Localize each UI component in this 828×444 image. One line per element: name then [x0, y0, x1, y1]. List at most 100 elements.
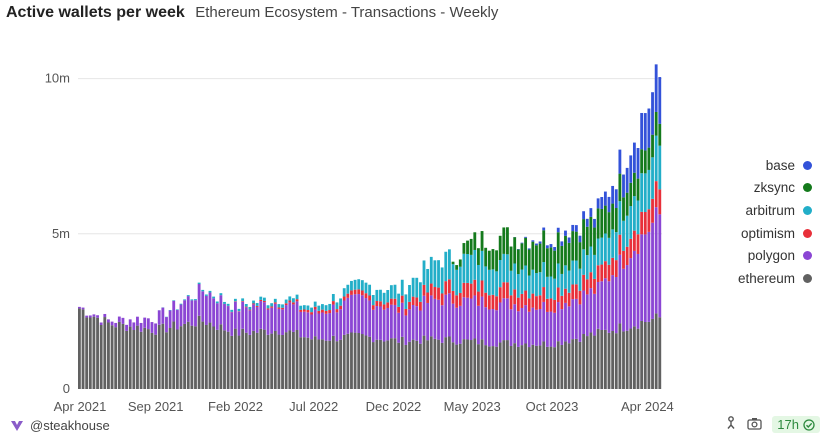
bar-segment-polygon[interactable] — [560, 309, 564, 345]
bar-segment-optimism[interactable] — [622, 250, 625, 269]
bar-segment-optimism[interactable] — [593, 278, 596, 294]
bar-segment-ethereum[interactable] — [103, 317, 107, 389]
bar-segment-optimism[interactable] — [487, 295, 491, 310]
bar-segment-base[interactable] — [582, 211, 586, 220]
bar-segment-arbitrum[interactable] — [266, 305, 270, 309]
bar-segment-polygon[interactable] — [658, 214, 662, 318]
bar-segment-optimism[interactable] — [375, 301, 379, 307]
bar-segment-zksync[interactable] — [603, 205, 607, 234]
bar-segment-arbitrum[interactable] — [288, 296, 292, 301]
bar-segment-polygon[interactable] — [571, 299, 575, 340]
bar-segment-zksync[interactable] — [625, 192, 629, 216]
bar-segment-arbitrum[interactable] — [408, 285, 411, 302]
bar-segment-ethereum[interactable] — [640, 320, 644, 389]
bar-segment-ethereum[interactable] — [321, 339, 324, 389]
bar-segment-ethereum[interactable] — [393, 338, 397, 389]
bar-segment-optimism[interactable] — [640, 211, 644, 235]
bar-segment-ethereum[interactable] — [433, 338, 437, 389]
legend-item-zksync[interactable]: zksync — [692, 177, 812, 200]
bar-segment-base[interactable] — [524, 236, 527, 238]
bar-segment-polygon[interactable] — [433, 298, 437, 339]
bar-segment-ethereum[interactable] — [219, 324, 223, 389]
bar-segment-ethereum[interactable] — [121, 323, 125, 389]
bar-segment-polygon[interactable] — [128, 319, 132, 327]
bar-segment-polygon[interactable] — [404, 315, 408, 345]
bar-segment-ethereum[interactable] — [346, 333, 350, 389]
bar-segment-polygon[interactable] — [357, 294, 361, 333]
bar-segment-polygon[interactable] — [99, 322, 103, 325]
bar-segment-polygon[interactable] — [230, 312, 234, 336]
bar-segment-ethereum[interactable] — [382, 341, 386, 389]
bar-segment-base[interactable] — [589, 208, 593, 217]
bar-segment-arbitrum[interactable] — [618, 201, 622, 235]
bar-segment-arbitrum[interactable] — [331, 294, 335, 302]
bar-segment-optimism[interactable] — [364, 293, 368, 299]
bar-segment-ethereum[interactable] — [78, 308, 81, 389]
bar-segment-optimism[interactable] — [418, 301, 422, 311]
bar-segment-ethereum[interactable] — [328, 340, 332, 389]
bar-segment-base[interactable] — [553, 247, 557, 251]
bar-segment-arbitrum[interactable] — [226, 303, 230, 306]
bar-segment-base[interactable] — [618, 149, 622, 174]
bar-segment-zksync[interactable] — [567, 242, 571, 271]
bar-segment-zksync[interactable] — [462, 243, 466, 254]
bar-segment-optimism[interactable] — [415, 297, 419, 307]
bar-segment-zksync[interactable] — [643, 150, 647, 174]
bar-segment-ethereum[interactable] — [165, 332, 168, 389]
bar-segment-polygon[interactable] — [360, 295, 364, 335]
bar-segment-polygon[interactable] — [520, 308, 524, 346]
bar-segment-arbitrum[interactable] — [302, 305, 306, 310]
bar-segment-zksync[interactable] — [582, 219, 586, 250]
bar-segment-polygon[interactable] — [578, 304, 582, 342]
bar-segment-optimism[interactable] — [480, 280, 484, 297]
bar-segment-polygon[interactable] — [168, 310, 172, 328]
bar-segment-polygon[interactable] — [582, 290, 586, 335]
bar-segment-optimism[interactable] — [477, 291, 480, 306]
bar-segment-ethereum[interactable] — [201, 321, 205, 389]
bar-segment-ethereum[interactable] — [611, 330, 615, 389]
bar-segment-polygon[interactable] — [458, 305, 462, 344]
bar-segment-optimism[interactable] — [252, 303, 255, 305]
bar-segment-base[interactable] — [538, 241, 542, 244]
bar-segment-base[interactable] — [542, 227, 546, 231]
bar-segment-polygon[interactable] — [292, 304, 295, 332]
bar-segment-optimism[interactable] — [596, 265, 600, 282]
bar-segment-polygon[interactable] — [281, 309, 284, 335]
bar-segment-ethereum[interactable] — [545, 346, 549, 389]
bar-segment-ethereum[interactable] — [520, 345, 524, 389]
bar-segment-polygon[interactable] — [629, 258, 633, 329]
bar-segment-base[interactable] — [527, 248, 531, 250]
bar-segment-arbitrum[interactable] — [389, 285, 393, 299]
bar-segment-arbitrum[interactable] — [321, 304, 324, 310]
bar-segment-ethereum[interactable] — [190, 325, 194, 389]
bar-segment-zksync[interactable] — [647, 147, 651, 170]
bar-segment-ethereum[interactable] — [172, 321, 176, 389]
bar-segment-polygon[interactable] — [248, 310, 252, 335]
bar-segment-polygon[interactable] — [473, 295, 477, 339]
bar-segment-ethereum[interactable] — [400, 336, 404, 389]
bar-segment-arbitrum[interactable] — [183, 299, 187, 301]
bar-segment-ethereum[interactable] — [513, 343, 517, 389]
bar-segment-ethereum[interactable] — [154, 334, 157, 389]
bar-segment-ethereum[interactable] — [408, 341, 411, 389]
bar-segment-base[interactable] — [636, 148, 640, 179]
bar-segment-arbitrum[interactable] — [350, 280, 353, 291]
bar-segment-arbitrum[interactable] — [535, 273, 538, 297]
bar-segment-ethereum[interactable] — [125, 330, 128, 389]
bar-segment-polygon[interactable] — [618, 254, 622, 324]
bar-segment-polygon[interactable] — [643, 234, 647, 323]
bar-segment-ethereum[interactable] — [578, 341, 582, 389]
bar-segment-polygon[interactable] — [121, 317, 125, 324]
bar-segment-arbitrum[interactable] — [538, 272, 542, 296]
bar-segment-zksync[interactable] — [556, 232, 560, 264]
bar-segment-optimism[interactable] — [397, 306, 401, 313]
bar-segment-polygon[interactable] — [259, 301, 263, 329]
bar-segment-ethereum[interactable] — [273, 331, 277, 389]
bar-segment-base[interactable] — [585, 218, 589, 227]
bar-segment-polygon[interactable] — [85, 315, 89, 318]
bar-segment-base[interactable] — [614, 189, 618, 208]
bar-segment-ethereum[interactable] — [161, 323, 165, 389]
bar-segment-polygon[interactable] — [397, 312, 401, 343]
bar-segment-arbitrum[interactable] — [422, 260, 426, 285]
bar-segment-ethereum[interactable] — [462, 339, 466, 389]
